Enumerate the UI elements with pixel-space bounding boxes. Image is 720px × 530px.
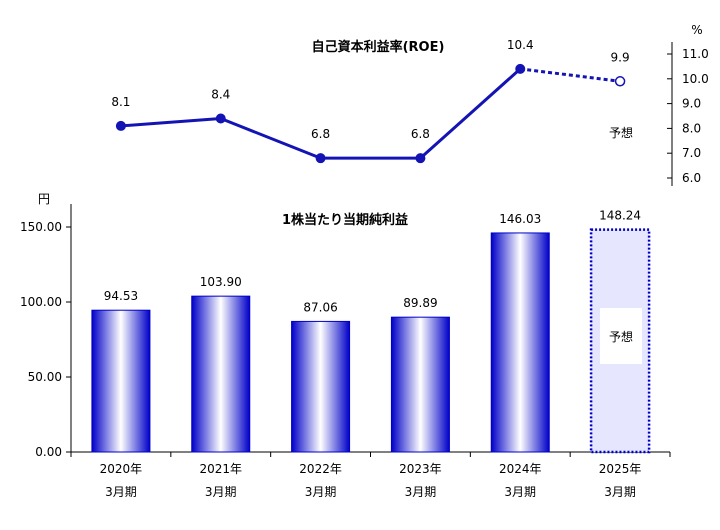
eps-x-label-period: 3月期 xyxy=(205,485,237,499)
eps-bar xyxy=(291,320,351,453)
eps-y-tick-label: 150.00 xyxy=(20,220,62,234)
roe-data-label: 8.4 xyxy=(211,87,230,101)
roe-point-forecast xyxy=(614,76,626,87)
eps-bar xyxy=(390,316,450,453)
eps-x-label-year: 2021年 xyxy=(199,462,242,476)
roe-unit-label: % xyxy=(691,23,702,37)
roe-y-tick-label: 7.0 xyxy=(682,146,701,160)
roe-line-chart: 自己資本利益率(ROE) % 6.0 7.0 8.0 9.0 10.0 11.0 8.1 8… xyxy=(111,23,709,186)
roe-y-tick-label: 6.0 xyxy=(682,171,701,185)
eps-x-label-year: 2022年 xyxy=(299,462,342,476)
eps-y-tick-label: 0.00 xyxy=(35,445,62,459)
roe-data-label: 6.8 xyxy=(411,127,430,141)
eps-x-label-period: 3月期 xyxy=(405,485,437,499)
eps-bar xyxy=(490,232,550,453)
roe-y-tick-label: 11.0 xyxy=(682,47,709,61)
eps-x-label-period: 3月期 xyxy=(504,485,536,499)
eps-unit-label: 円 xyxy=(38,192,50,206)
eps-y-tick-label: 50.00 xyxy=(28,370,62,384)
roe-y-tick-label: 10.0 xyxy=(682,72,709,86)
eps-x-label-period: 3月期 xyxy=(305,485,337,499)
eps-chart-title: 1株当たり当期純利益 xyxy=(282,212,408,228)
roe-line-segment xyxy=(120,116,221,128)
eps-bar xyxy=(91,309,151,453)
roe-data-label: 6.8 xyxy=(311,127,330,141)
eps-data-label: 94.53 xyxy=(104,289,138,303)
eps-x-label-year: 2025年 xyxy=(599,462,642,476)
roe-line-segment-forecast xyxy=(520,67,621,83)
eps-x-label-period: 3月期 xyxy=(105,485,137,499)
eps-y-tick-label: 100.00 xyxy=(20,295,62,309)
eps-forecast-label-box xyxy=(600,308,642,364)
roe-data-label: 10.4 xyxy=(507,38,534,52)
eps-x-label-year: 2020年 xyxy=(100,462,143,476)
roe-point xyxy=(215,113,226,124)
eps-x-label-period: 3月期 xyxy=(604,485,636,499)
roe-point xyxy=(415,153,426,164)
roe-y-tick-label: 8.0 xyxy=(682,121,701,135)
roe-forecast-label: 予想 xyxy=(609,125,633,140)
eps-bar xyxy=(191,295,251,453)
eps-data-label: 148.24 xyxy=(599,209,641,223)
eps-data-label: 146.03 xyxy=(499,212,541,226)
eps-forecast-label: 予想 xyxy=(609,329,633,344)
roe-y-tick-label: 9.0 xyxy=(682,97,701,111)
roe-line-segment xyxy=(419,67,522,160)
roe-data-label: 8.1 xyxy=(111,95,130,109)
eps-data-label: 87.06 xyxy=(303,300,337,314)
eps-x-label-year: 2024年 xyxy=(499,462,542,476)
eps-data-label: 89.89 xyxy=(403,296,437,310)
eps-bar-chart: 1株当たり当期純利益 円 0.00 50.00 100.00 150.00 94.53… xyxy=(20,192,671,499)
roe-point xyxy=(115,120,126,131)
roe-line-segment xyxy=(220,117,322,160)
roe-point xyxy=(315,153,326,164)
eps-data-label: 103.90 xyxy=(200,275,242,289)
roe-point xyxy=(515,63,526,74)
roe-chart-title: 自己資本利益率(ROE) xyxy=(312,39,445,55)
eps-x-label-year: 2023年 xyxy=(399,462,442,476)
roe-data-label: 9.9 xyxy=(611,50,630,64)
